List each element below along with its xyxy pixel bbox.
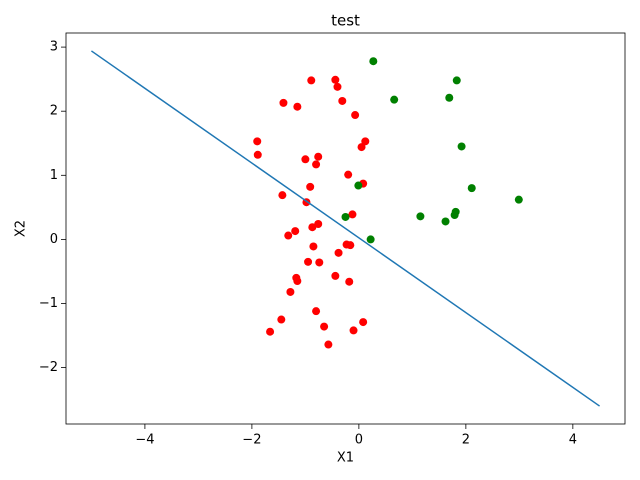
point <box>348 210 357 219</box>
point <box>266 327 275 336</box>
point <box>293 102 302 111</box>
x-tick-label: 0 <box>355 433 363 448</box>
y-axis-label: X2 <box>14 220 29 237</box>
point <box>334 248 343 257</box>
point <box>291 227 300 236</box>
point <box>354 181 363 190</box>
x-axis-label: X1 <box>337 451 354 466</box>
point <box>286 287 295 296</box>
point <box>304 257 313 266</box>
y-tick-label: 3 <box>50 40 58 55</box>
point <box>345 277 354 286</box>
chart-title: test <box>331 12 360 30</box>
point <box>320 322 329 331</box>
point <box>324 340 333 349</box>
point <box>314 152 323 161</box>
point <box>315 258 324 267</box>
point <box>514 195 523 204</box>
point <box>359 318 368 327</box>
point <box>369 57 378 66</box>
point <box>308 223 317 232</box>
point <box>341 212 350 221</box>
y-tick-label: 0 <box>50 232 58 247</box>
point <box>344 170 353 179</box>
point <box>253 150 262 159</box>
plot-frame <box>65 32 626 425</box>
y-tick-label: 1 <box>50 168 58 183</box>
point <box>312 307 321 316</box>
point <box>312 160 321 169</box>
point <box>301 155 310 164</box>
point <box>457 142 466 151</box>
point <box>445 93 454 102</box>
x-tick-label: 2 <box>462 433 470 448</box>
point <box>277 315 286 324</box>
point <box>467 184 476 193</box>
point <box>293 277 302 286</box>
point <box>338 96 347 105</box>
point <box>331 75 340 84</box>
point <box>346 241 355 250</box>
point <box>441 217 450 226</box>
point <box>284 231 293 240</box>
point <box>307 76 316 85</box>
point <box>279 98 288 107</box>
point <box>452 76 461 85</box>
point <box>361 137 370 146</box>
point <box>349 326 358 335</box>
point <box>351 111 360 120</box>
point <box>357 143 366 152</box>
point <box>309 242 318 251</box>
x-tick-label: −4 <box>135 433 154 448</box>
point <box>278 191 287 200</box>
point <box>366 235 375 244</box>
y-tick-label: 2 <box>50 104 58 119</box>
point <box>253 137 262 146</box>
point <box>450 211 459 220</box>
y-tick-label: −2 <box>39 360 58 375</box>
point <box>333 82 342 91</box>
y-tick-label: −1 <box>39 296 58 311</box>
point <box>416 212 425 221</box>
x-tick-label: 4 <box>569 433 577 448</box>
point <box>390 95 399 104</box>
point <box>331 271 340 280</box>
line <box>90 50 601 407</box>
x-tick-label: −2 <box>242 433 261 448</box>
point <box>314 220 323 229</box>
point <box>306 182 315 191</box>
